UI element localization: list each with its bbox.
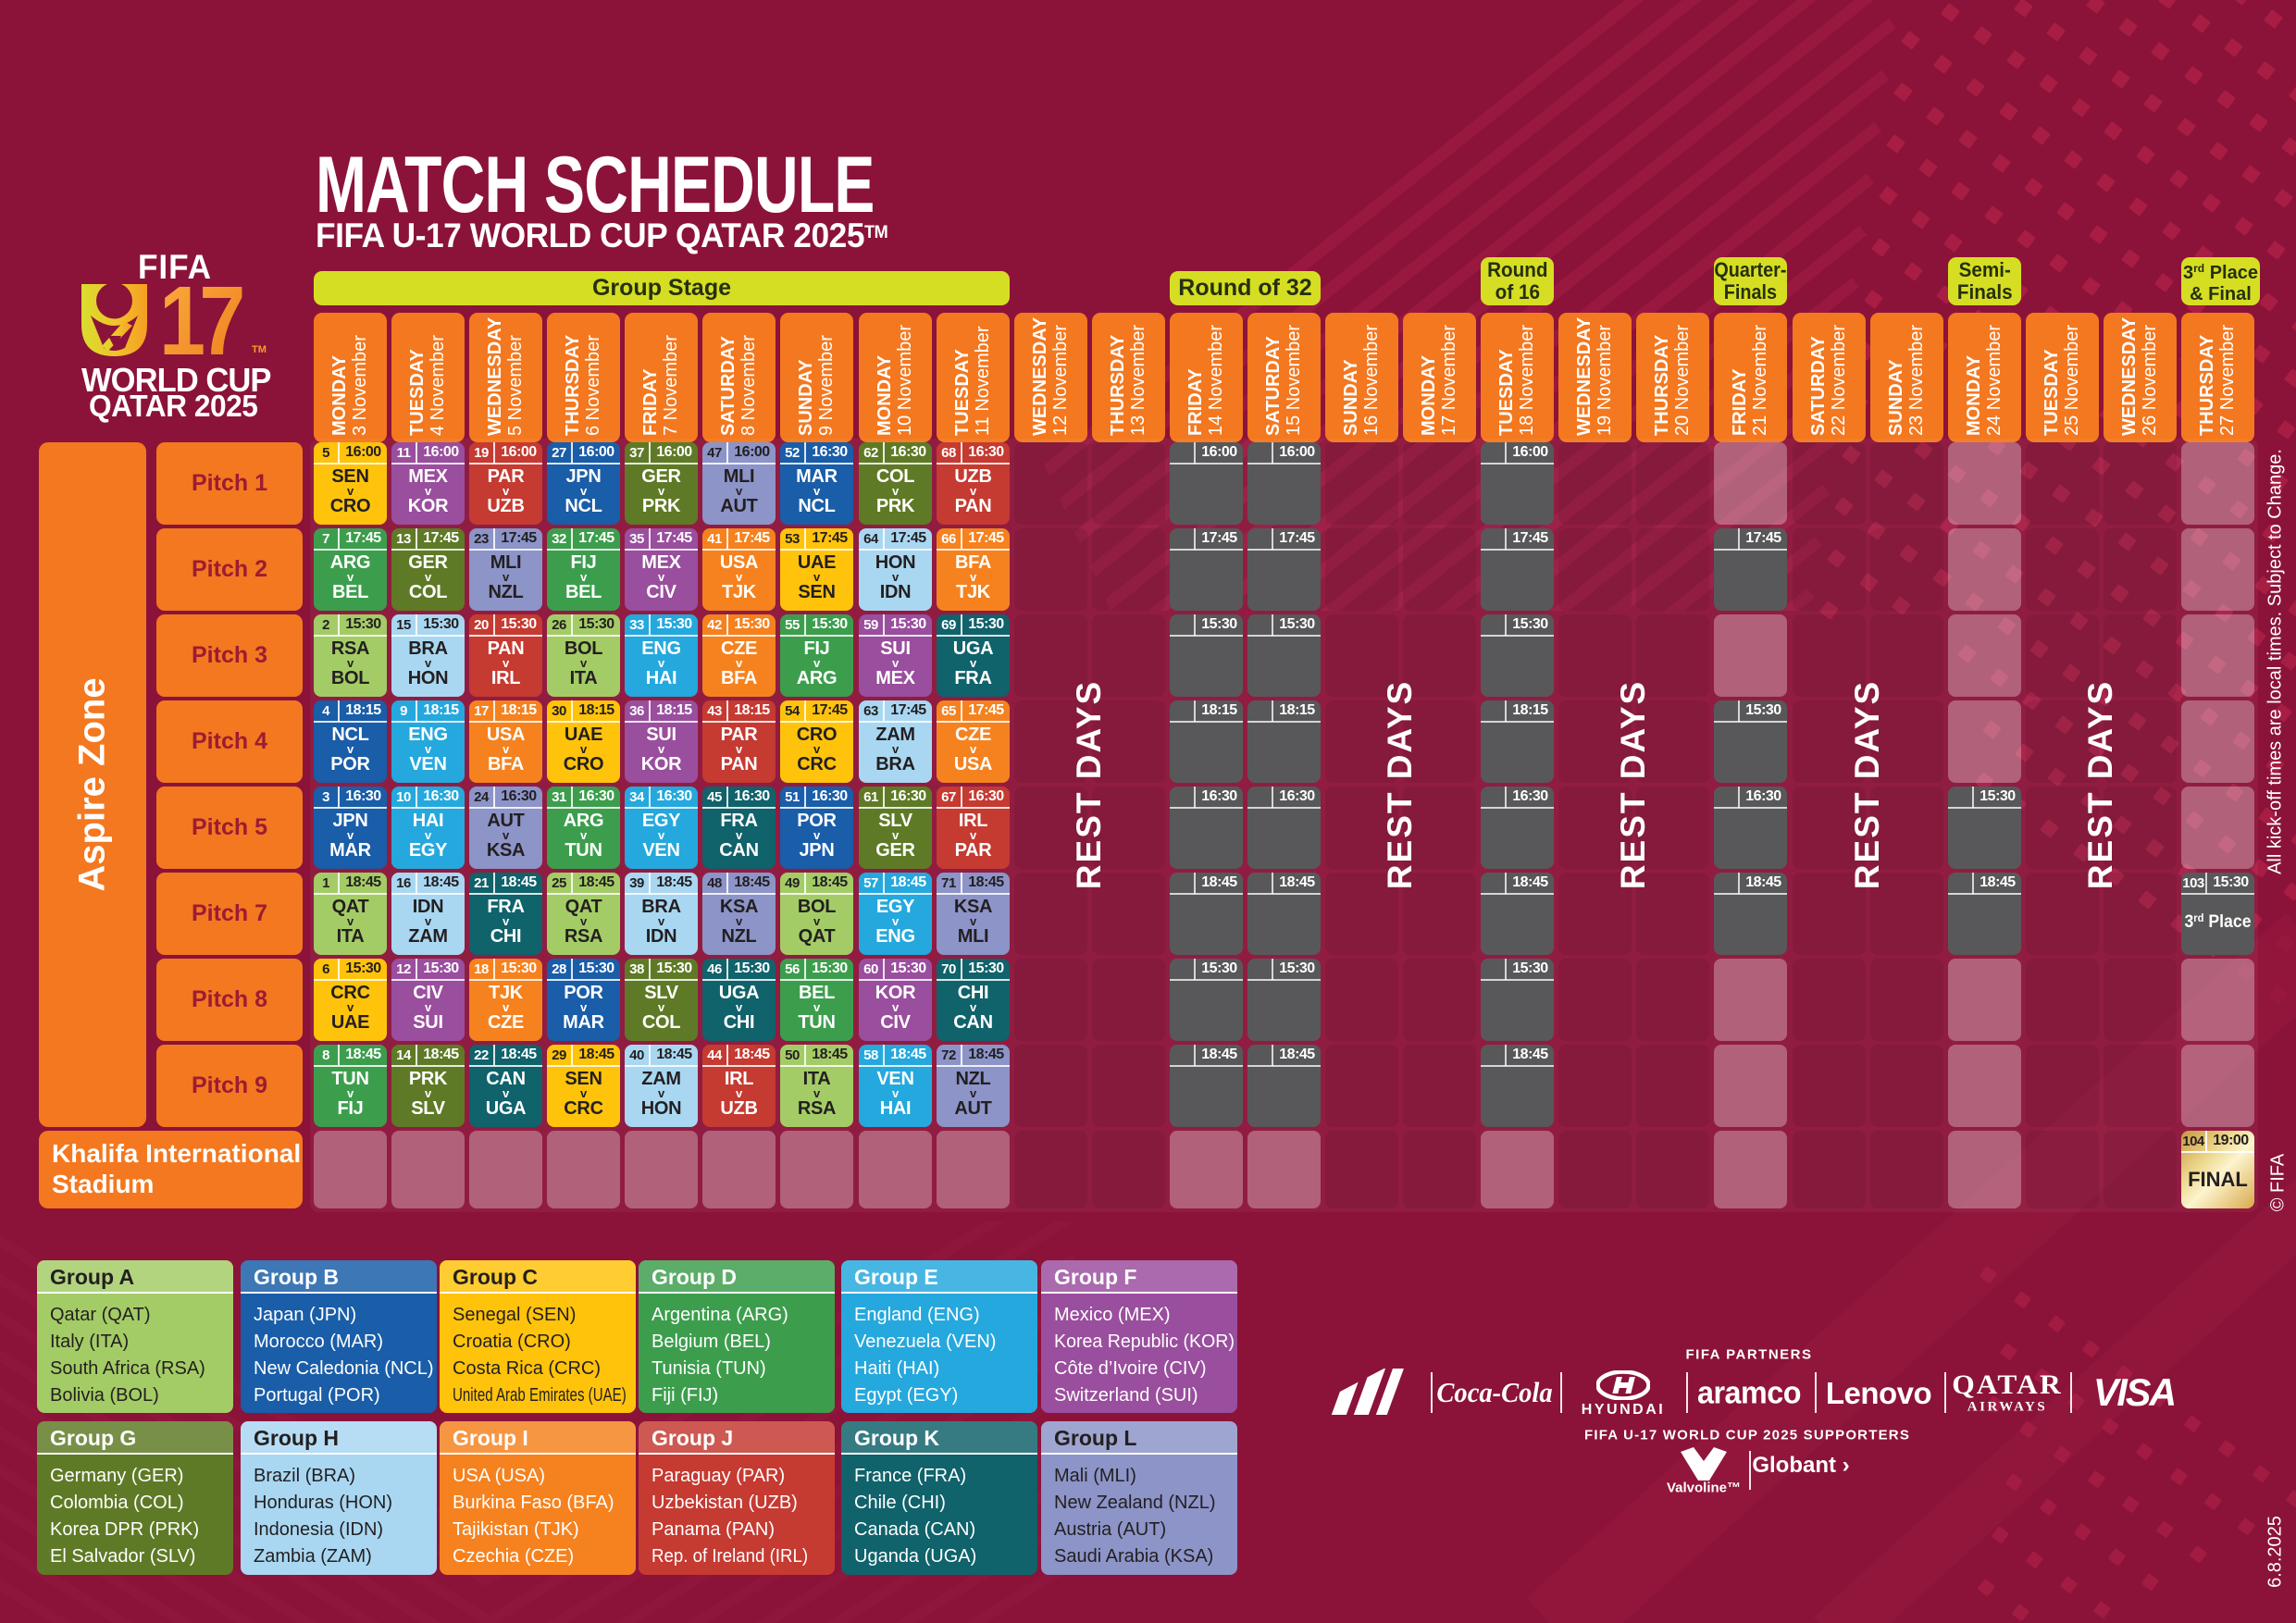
svg-text:17: 17 bbox=[159, 280, 242, 365]
svg-text:TM: TM bbox=[252, 344, 267, 355]
